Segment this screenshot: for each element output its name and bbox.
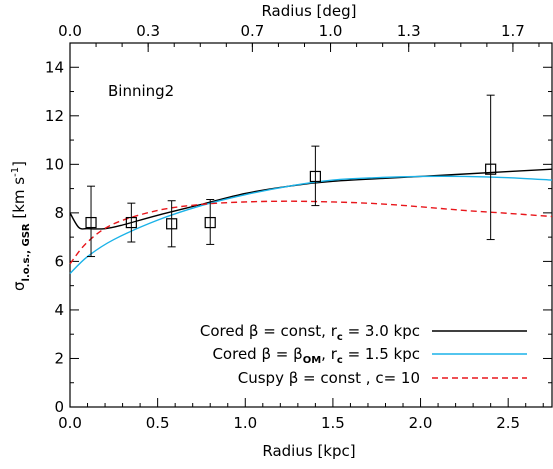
data-point-marker bbox=[85, 216, 97, 229]
x-tick-label: 0.0 bbox=[58, 414, 82, 432]
x-tick-label: 1.5 bbox=[321, 414, 345, 432]
y-tick-label: 4 bbox=[54, 301, 64, 319]
legend-subscript: OM bbox=[303, 355, 322, 366]
y-tick-label: 8 bbox=[54, 204, 64, 222]
data-markers bbox=[85, 163, 497, 230]
legend-text-part: , r bbox=[321, 345, 338, 363]
top-tick-label: 0.0 bbox=[58, 22, 82, 40]
data-point-marker bbox=[125, 216, 137, 229]
y-tick-label: 2 bbox=[54, 349, 64, 367]
x-tick-label: 2.0 bbox=[409, 414, 433, 432]
axis-tick-labels: 0.0 0.5 1.0 1.5 2.0 2.5 0 2 4 6 8 10 12 14 0.0 0.3 0.7 1.… bbox=[45, 22, 525, 432]
y-axis-label-exp: -1 bbox=[10, 167, 21, 177]
legend-text-part: Cuspy β = const , c= 10 bbox=[238, 369, 420, 387]
top-axis-label: Radius [deg] bbox=[261, 2, 356, 20]
legend-label-2: Cored β = βOM, rc = 1.5 kpc bbox=[212, 345, 420, 366]
legend-label-1: Cored β = const, rc = 3.0 kpc bbox=[200, 322, 420, 343]
data-errorbars bbox=[87, 94, 495, 258]
data-point-marker bbox=[309, 170, 321, 183]
legend-text-part: Cored β = const, r bbox=[200, 322, 338, 340]
y-tick-label: 12 bbox=[45, 107, 64, 125]
data-point-marker bbox=[166, 218, 178, 230]
y-axis-label-sigma: σ bbox=[10, 281, 28, 291]
axis-ticks bbox=[69, 43, 552, 408]
legend-subscript: c bbox=[337, 355, 343, 366]
legend-subscript: c bbox=[337, 332, 343, 343]
y-tick-label: 10 bbox=[45, 155, 64, 173]
chart-title: Binning2 bbox=[108, 82, 174, 100]
y-axis-label-units: [km s bbox=[10, 177, 28, 224]
x-axis-label: Radius [kpc] bbox=[262, 442, 355, 460]
series-line-1 bbox=[69, 168, 553, 230]
x-tick-label: 2.5 bbox=[496, 414, 520, 432]
legend-label-3: Cuspy β = const , c= 10 bbox=[238, 369, 420, 387]
plot-frame bbox=[69, 42, 553, 408]
plot-border bbox=[69, 42, 553, 408]
y-tick-label: 14 bbox=[45, 58, 64, 76]
top-tick-label: 1.7 bbox=[501, 22, 525, 40]
data-point-marker bbox=[204, 216, 216, 229]
top-tick-label: 1.3 bbox=[397, 22, 421, 40]
series-line-2 bbox=[69, 175, 553, 275]
top-tick-label: 0.3 bbox=[136, 22, 160, 40]
series-line-3 bbox=[69, 200, 553, 265]
data-point-marker bbox=[485, 163, 497, 175]
top-tick-label: 1.0 bbox=[319, 22, 343, 40]
x-tick-label: 0.5 bbox=[146, 414, 170, 432]
legend-text-part: = 1.5 kpc bbox=[343, 345, 420, 363]
model-curves bbox=[69, 168, 553, 275]
x-tick-label: 1.0 bbox=[233, 414, 257, 432]
y-axis-label: σl.o.s., GSR [km s-1] bbox=[10, 161, 32, 291]
legend-text-part: = 3.0 kpc bbox=[343, 322, 420, 340]
y-tick-label: 0 bbox=[54, 398, 64, 416]
legend-text-part: Cored β = β bbox=[212, 345, 302, 363]
top-tick-label: 0.7 bbox=[240, 22, 264, 40]
y-axis-label-close: ] bbox=[10, 161, 28, 167]
y-tick-label: 6 bbox=[54, 252, 64, 270]
y-axis-label-sub: l.o.s., GSR bbox=[21, 223, 32, 281]
